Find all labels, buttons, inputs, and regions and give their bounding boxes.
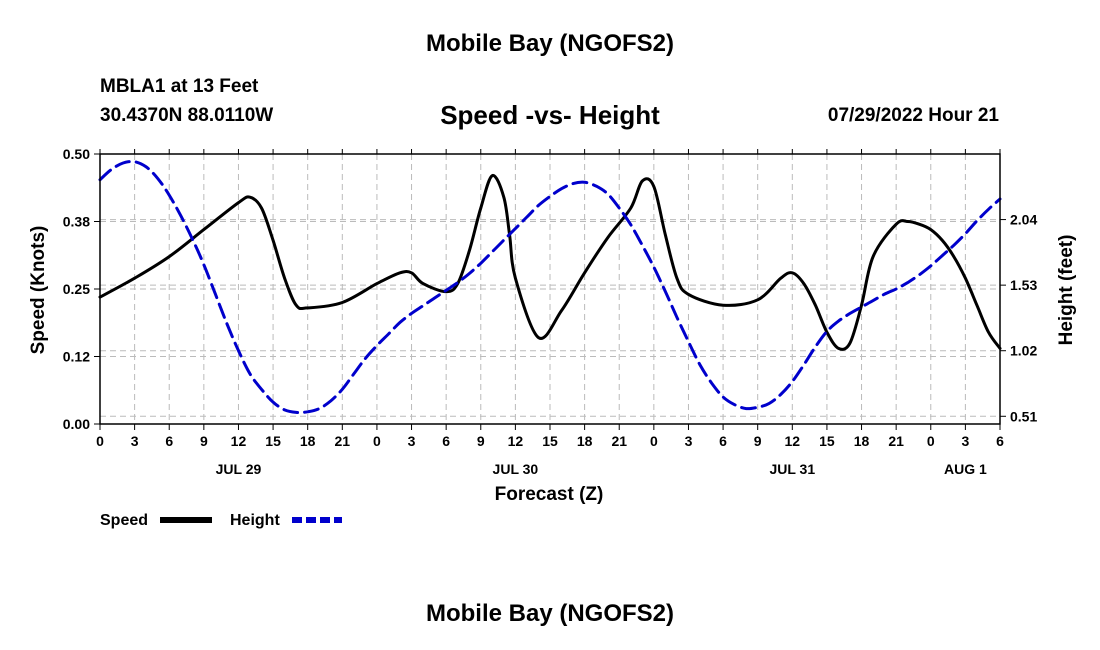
y-axis-right-label: Height (feet) [1056,235,1077,346]
chart-axes: 0 3 6 9 12 15 18 21 0 3 6 9 12 15 18 21 0 3 6 9 12 15 18 21 0 3 6 J… [63,146,1038,477]
x-tick-label: 3 [961,433,969,449]
x-tick-label: 18 [577,433,593,449]
x-tick-label: 0 [96,433,104,449]
y-left-tick-label: 0.12 [63,349,90,365]
chart-subtitle: Speed -vs- Height [440,100,660,130]
x-date-label: AUG 1 [944,461,987,477]
y-left-tick-label: 0.50 [63,146,90,162]
x-tick-label: 3 [685,433,693,449]
x-tick-label: 21 [335,433,351,449]
x-tick-label: 3 [131,433,139,449]
x-axis-label: Forecast (Z) [495,484,604,505]
x-tick-label: 12 [231,433,247,449]
x-tick-label: 12 [785,433,801,449]
y-right-tick-label: 1.53 [1010,277,1037,293]
x-tick-label: 18 [854,433,870,449]
y-right-tick-label: 2.04 [1010,212,1037,228]
x-tick-label: 15 [542,433,558,449]
x-tick-label: 15 [265,433,281,449]
station-label: MBLA1 at 13 Feet [100,76,259,97]
x-tick-label: 9 [477,433,485,449]
y-right-tick-label: 0.51 [1010,408,1037,424]
y-axis-left-label: Speed (Knots) [28,226,49,355]
x-tick-label: 12 [508,433,524,449]
x-tick-label: 21 [888,433,904,449]
y-right-tick-label: 1.02 [1010,343,1037,359]
height-series-line [98,159,1002,415]
chart-grid [100,154,1000,424]
x-tick-label: 6 [442,433,450,449]
x-tick-label: 0 [373,433,381,449]
x-date-label: JUL 30 [493,461,539,477]
x-tick-label: 9 [754,433,762,449]
chart-main-title: Mobile Bay (NGOFS2) [425,30,675,57]
x-tick-label: 15 [819,433,835,449]
x-tick-label: 0 [927,433,935,449]
x-tick-label: 21 [611,433,627,449]
speed-series-line [98,174,1002,351]
chart-legend: Speed Height [100,512,342,529]
station-coordinates: 30.4370N 88.0110W [100,105,274,126]
y-left-tick-label: 0.38 [63,214,90,230]
x-date-label: JUL 31 [769,461,815,477]
x-tick-label: 6 [996,433,1004,449]
forecast-datetime: 07/29/2022 Hour 21 [827,105,999,126]
legend-label-speed: Speed [100,512,148,529]
x-tick-label: 0 [650,433,658,449]
y-left-tick-label: 0.00 [63,416,90,432]
x-tick-label: 18 [300,433,316,449]
x-tick-label: 3 [408,433,416,449]
x-tick-label: 6 [719,433,727,449]
x-date-label: JUL 29 [216,461,262,477]
x-tick-label: 6 [165,433,173,449]
footer-chart-title: Mobile Bay (NGOFS2) [425,600,675,627]
legend-label-height: Height [230,512,280,529]
y-left-tick-label: 0.25 [63,281,90,297]
chart-series [98,159,1002,415]
x-tick-label: 9 [200,433,208,449]
